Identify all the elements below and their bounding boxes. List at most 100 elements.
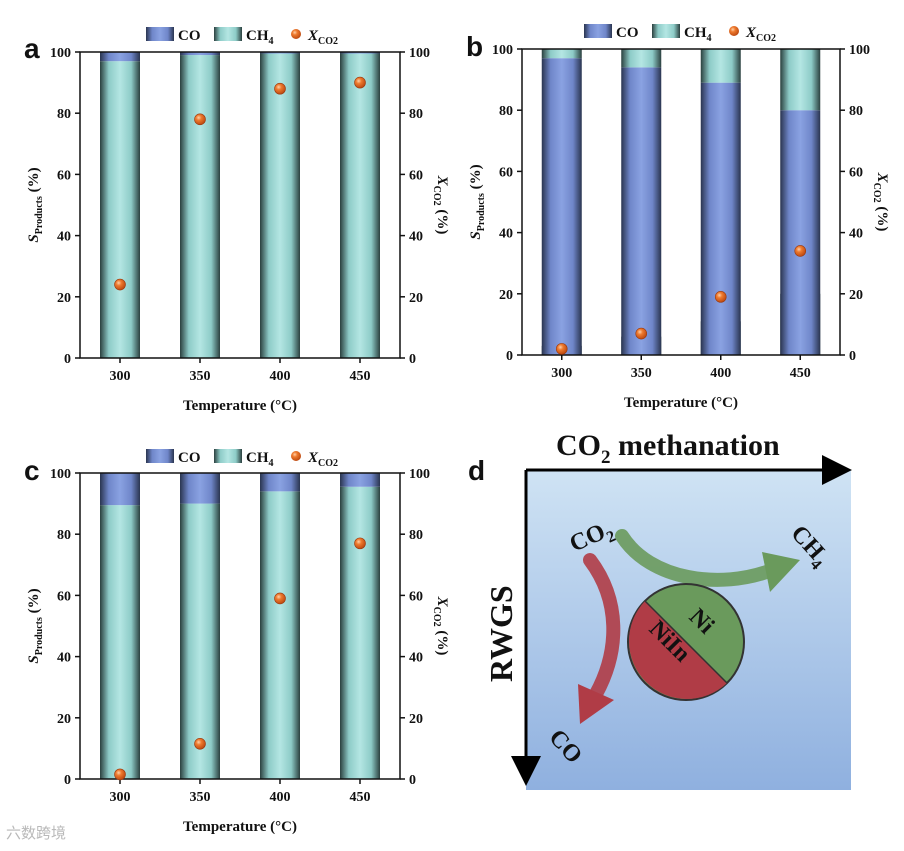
ytick-label-right: 20 xyxy=(849,288,863,303)
legend-x-main: X xyxy=(307,450,319,466)
legend-xco2-label: XCO2 xyxy=(745,25,776,44)
bar-ch4-300 xyxy=(100,505,140,779)
bar-co-350 xyxy=(180,473,220,504)
xco2-point-300 xyxy=(114,278,126,291)
y2-label-main: X xyxy=(434,596,450,608)
top-axis-sub: 2 xyxy=(601,447,611,468)
ytick-label-right: 0 xyxy=(409,352,416,367)
y-label-main: S xyxy=(26,234,42,242)
xco2-point-450 xyxy=(794,245,807,257)
legend-x-sub: CO2 xyxy=(318,36,338,47)
legend-ch4-swatch xyxy=(214,27,242,41)
xtick-label: 350 xyxy=(190,369,211,384)
xco2-point-450 xyxy=(354,76,366,89)
top-axis-rest: methanation xyxy=(611,429,780,462)
bar-co-450 xyxy=(340,473,380,487)
top-axis-label: CO2 methanation xyxy=(556,429,780,468)
ytick-label-left: 60 xyxy=(57,589,71,604)
legend-ch4-label: CH4 xyxy=(246,28,274,47)
bar-co-450 xyxy=(780,110,821,355)
ytick-label-left: 80 xyxy=(57,107,71,122)
bar-ch4-400 xyxy=(260,53,300,358)
bar-co-300 xyxy=(541,58,582,356)
y2-label-main: X xyxy=(434,175,450,187)
y2-label-sub: CO2 xyxy=(871,183,882,203)
ytick-label-left: 40 xyxy=(499,227,513,242)
ytick-label-left: 60 xyxy=(499,165,513,180)
y-axis-label: SProducts (%) xyxy=(468,164,487,239)
legend-ch4-main: CH xyxy=(246,450,269,466)
y2-axis-label: XCO2 (%) xyxy=(871,172,890,232)
panel-b-label: b xyxy=(466,31,483,62)
xco2-point-300 xyxy=(555,343,568,355)
panel-d-diagram: d CO2 methanation RWGS CO2 CH4 CO Ni NiI… xyxy=(468,429,852,790)
methanation-arrow-head xyxy=(762,552,800,592)
bar-ch4-450 xyxy=(340,53,380,358)
legend-co-swatch xyxy=(146,27,174,41)
y-label-main: S xyxy=(26,655,42,663)
ytick-label-left: 100 xyxy=(50,46,71,61)
legend-ch4-label: CH4 xyxy=(246,450,274,469)
panel-a-label: a xyxy=(24,33,40,64)
xtick-label: 450 xyxy=(350,790,371,805)
ytick-label-left: 0 xyxy=(506,349,513,364)
xtick-label: 400 xyxy=(710,366,731,381)
ytick-label-left: 20 xyxy=(57,291,71,306)
ytick-label-right: 40 xyxy=(409,230,423,245)
xco2-point-350 xyxy=(635,327,648,340)
xtick-label: 350 xyxy=(190,790,211,805)
y-axis-label: SProducts (%) xyxy=(26,588,45,663)
bar-co-350 xyxy=(180,52,220,56)
bar-co-300 xyxy=(100,473,140,506)
bar-co-400 xyxy=(260,52,300,54)
xco2-point-350 xyxy=(194,738,206,750)
y2-label-sub: CO2 xyxy=(431,186,442,206)
ytick-label-right: 100 xyxy=(849,43,870,58)
ytick-label-right: 60 xyxy=(409,589,423,604)
y2-axis-label: XCO2 (%) xyxy=(431,175,450,235)
ytick-label-right: 80 xyxy=(849,104,863,119)
legend-ch4-swatch xyxy=(652,24,680,38)
ytick-label-right: 40 xyxy=(849,227,863,242)
xtick-label: 300 xyxy=(551,366,572,381)
ytick-label-right: 100 xyxy=(409,46,430,61)
plot-frame xyxy=(79,51,401,359)
ytick-label-left: 0 xyxy=(64,352,71,367)
bar-co-450 xyxy=(340,52,380,54)
y-label-sub: Products xyxy=(476,193,487,231)
legend-xco2-label: XCO2 xyxy=(307,450,338,469)
y-axis-label: SProducts (%) xyxy=(26,167,45,242)
legend-x-main: X xyxy=(307,28,319,44)
bar-ch4-top-350 xyxy=(621,49,662,68)
bar-co-300 xyxy=(100,52,140,62)
ytick-label-right: 60 xyxy=(409,168,423,183)
plot-frame xyxy=(521,48,841,356)
legend-xco2-label: XCO2 xyxy=(307,28,338,47)
legend-x-sub: CO2 xyxy=(318,458,338,469)
y2-axis-label: XCO2 (%) xyxy=(431,596,450,656)
y2-label-unit: (%) xyxy=(874,203,890,232)
xtick-label: 300 xyxy=(110,369,131,384)
bar-ch4-350 xyxy=(180,55,220,359)
ytick-label-left: 20 xyxy=(57,712,71,727)
bar-ch4-top-400 xyxy=(700,49,741,83)
legend-x-main: X xyxy=(745,25,757,41)
xco2-point-400 xyxy=(274,592,286,605)
x-axis-label: Temperature (°C) xyxy=(183,819,297,835)
x-axis-label: Temperature (°C) xyxy=(624,395,738,411)
plot-frame xyxy=(79,472,401,780)
ytick-label-right: 40 xyxy=(409,651,423,666)
y-label-unit: (%) xyxy=(26,167,42,196)
ytick-label-right: 20 xyxy=(409,712,423,727)
panel-c-label: c xyxy=(24,455,40,486)
ytick-label-left: 40 xyxy=(57,651,71,666)
y-label-main: S xyxy=(468,231,484,239)
xtick-label: 400 xyxy=(270,369,291,384)
legend-ch4-label: CH4 xyxy=(684,25,712,44)
ytick-label-right: 0 xyxy=(849,349,856,364)
panel-d-label: d xyxy=(468,455,485,486)
legend-ch4-swatch xyxy=(214,449,242,463)
legend-ch4-sub: 4 xyxy=(269,458,274,469)
legend-co-swatch xyxy=(584,24,612,38)
